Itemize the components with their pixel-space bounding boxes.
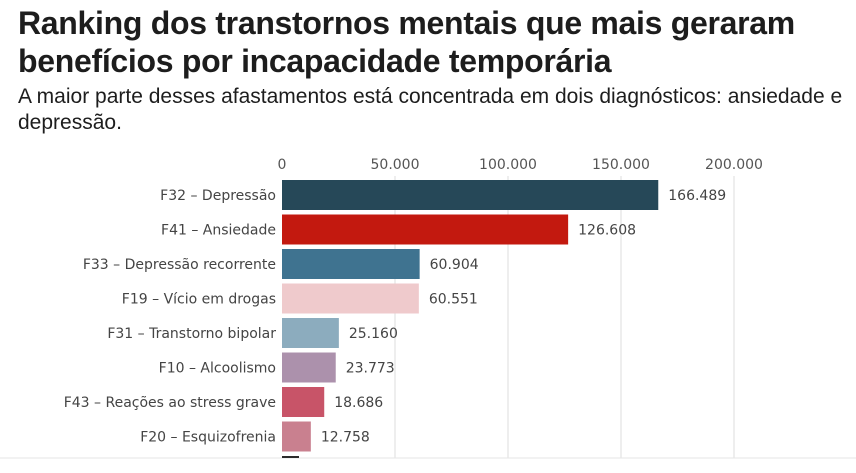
value-label: 18.686 — [334, 395, 383, 411]
value-label: 23.773 — [346, 361, 395, 377]
value-label: 166.489 — [668, 188, 726, 204]
bar[interactable] — [282, 249, 420, 279]
x-tick-label: 150.000 — [592, 157, 650, 173]
category-label: F32 – Depressão — [160, 188, 276, 204]
value-labels: 166.489 126.608 60.904 60.551 25.160 23.773 18… — [321, 188, 726, 446]
bar-truncated — [282, 456, 299, 458]
category-label: F10 – Alcoolismo — [159, 361, 276, 377]
bar[interactable] — [282, 214, 569, 245]
x-tick-label: 100.000 — [479, 157, 537, 173]
category-label: F41 – Ansiedade — [161, 223, 276, 239]
gridlines — [0, 176, 856, 459]
x-tick-label: 0 — [278, 157, 287, 173]
category-label: F31 – Transtorno bipolar — [107, 326, 276, 342]
bar[interactable] — [282, 180, 659, 210]
category-label: F19 – Vício em drogas — [122, 292, 276, 308]
bar[interactable] — [282, 387, 325, 417]
value-label: 60.904 — [430, 257, 479, 273]
chart-title: Ranking dos transtornos mentais que mais… — [18, 5, 795, 79]
category-labels: F32 – Depressão F41 – Ansiedade F33 – Depr… — [64, 188, 277, 446]
value-label: 12.758 — [321, 430, 370, 446]
category-label: F20 – Esquizofrenia — [140, 430, 276, 446]
bar[interactable] — [282, 421, 311, 452]
value-label: 126.608 — [578, 223, 636, 239]
x-tick-label: 200.000 — [705, 157, 763, 173]
category-label: F33 – Depressão recorrente — [83, 257, 276, 273]
bar[interactable] — [282, 283, 419, 314]
bar[interactable] — [282, 352, 336, 383]
chart-subtitle: A maior parte desses afastamentos está c… — [18, 85, 843, 134]
value-label: 60.551 — [429, 292, 478, 308]
bars — [282, 180, 659, 458]
x-tick-label: 50.000 — [371, 157, 420, 173]
category-label: F43 – Reações ao stress grave — [64, 395, 276, 411]
bar[interactable] — [282, 318, 339, 348]
x-axis-ticks: 0 50.000 100.000 150.000 200.000 — [278, 157, 763, 173]
value-label: 25.160 — [349, 326, 398, 342]
